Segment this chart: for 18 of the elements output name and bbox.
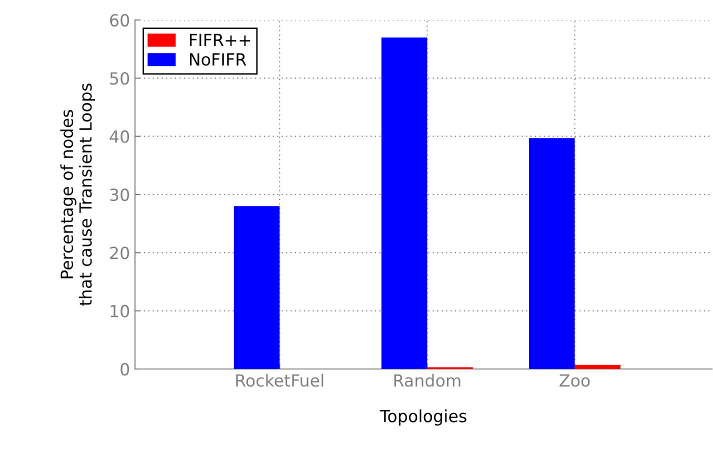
y-tick-label: 0 bbox=[120, 362, 130, 376]
y-tick-label: 50 bbox=[110, 72, 130, 85]
y-tick-label: 30 bbox=[110, 188, 130, 202]
y-tick-label: 40 bbox=[110, 130, 130, 143]
x-axis-title: Topologies bbox=[380, 409, 466, 426]
x-tick-label: Random bbox=[394, 374, 460, 387]
x-tick-label: RocketFuel bbox=[236, 374, 324, 387]
bar bbox=[381, 37, 428, 369]
y-tick-label: 10 bbox=[110, 304, 130, 318]
y-axis-title: Percentage of nodes that cause Transient Loops bbox=[60, 84, 96, 306]
bar bbox=[529, 138, 575, 369]
x-tick-label: Zoo bbox=[560, 374, 590, 387]
y-tick-label: 60 bbox=[110, 14, 130, 27]
bar bbox=[234, 206, 280, 369]
legend-label: NoFIFR bbox=[190, 53, 246, 66]
y-tick-label: 20 bbox=[110, 246, 130, 260]
legend-label: FIFR++ bbox=[190, 34, 250, 46]
bar bbox=[574, 364, 621, 369]
